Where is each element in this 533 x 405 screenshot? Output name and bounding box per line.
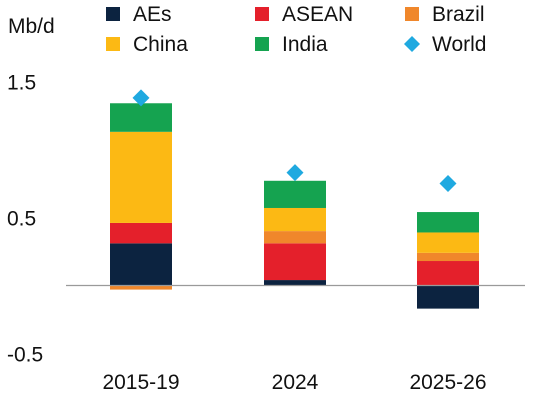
- world-marker: [439, 175, 457, 192]
- y-axis-label: Mb/d: [8, 15, 55, 38]
- legend: AEs ASEAN Brazil China India World: [106, 3, 486, 56]
- bar-segment-india: [110, 103, 172, 132]
- x-tick-label: 2015-19: [102, 371, 179, 394]
- legend-swatch-brazil: [405, 7, 419, 21]
- bar-segment-brazil: [264, 231, 326, 244]
- bar-segment-aes: [417, 285, 479, 309]
- bar-segment-brazil: [417, 252, 479, 262]
- y-tick-label: 1.5: [7, 72, 36, 95]
- legend-label-world: World: [432, 33, 486, 56]
- bars: [110, 103, 479, 309]
- y-tick-label: 0.5: [7, 208, 36, 231]
- y-tick-label: -0.5: [7, 344, 43, 367]
- bar-segment-india: [264, 180, 326, 208]
- legend-label-india: India: [282, 33, 328, 56]
- x-axis-ticks: 2015-19 2024 2025-26: [102, 371, 486, 394]
- legend-swatch-aes: [106, 7, 120, 21]
- legend-swatch-asean: [255, 7, 269, 21]
- bar-segment-china: [264, 207, 326, 232]
- bar-segment-asean: [264, 243, 326, 281]
- legend-label-aes: AEs: [133, 3, 172, 26]
- world-markers: [132, 89, 457, 192]
- bar-segment-china: [110, 131, 172, 223]
- bar-segment-brazil: [110, 285, 172, 290]
- legend-label-asean: ASEAN: [282, 3, 353, 26]
- legend-swatch-world: [404, 36, 420, 52]
- y-axis-ticks: 1.5 0.5 -0.5: [7, 72, 43, 367]
- bar-segment-asean: [110, 222, 172, 244]
- x-tick-label: 2025-26: [409, 371, 486, 394]
- legend-swatch-india: [255, 37, 269, 51]
- world-marker: [286, 164, 304, 182]
- world-marker: [132, 89, 150, 107]
- bar-segment-china: [417, 232, 479, 253]
- bar-segment-aes: [110, 243, 172, 286]
- legend-label-brazil: Brazil: [432, 3, 485, 26]
- legend-swatch-china: [106, 37, 120, 51]
- legend-label-china: China: [133, 33, 188, 56]
- bar-segment-india: [417, 212, 479, 233]
- bar-segment-asean: [417, 261, 479, 286]
- x-tick-label: 2024: [272, 371, 319, 394]
- bar-segment-aes: [264, 280, 326, 286]
